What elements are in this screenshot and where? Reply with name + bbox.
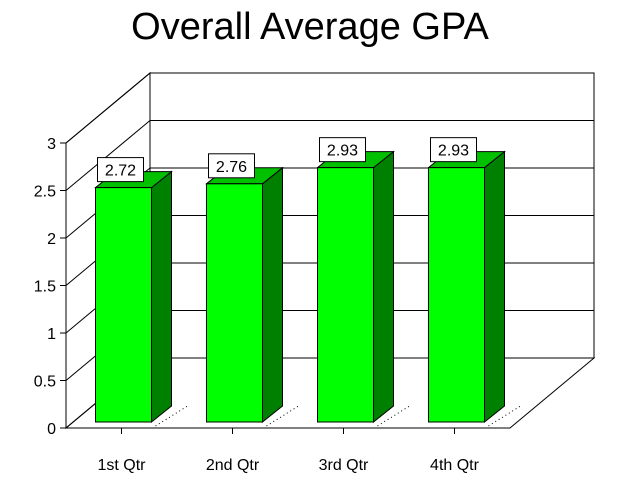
- data-label-box: [208, 153, 255, 179]
- y-tick-label: 0: [47, 421, 56, 438]
- bar-front: [317, 167, 374, 423]
- bar: 2.72: [94, 157, 188, 427]
- bar-side: [262, 166, 283, 424]
- x-tick-label: 2nd Qtr: [206, 457, 260, 474]
- data-label-box: [319, 137, 366, 163]
- bar-side: [373, 150, 394, 424]
- x-axis: 1st Qtr 2nd Qtr 3rd Qtr 4th Qtr: [97, 428, 480, 474]
- bar-side: [151, 170, 172, 424]
- bar-front: [95, 187, 152, 423]
- y-tick-label: 2: [47, 231, 56, 248]
- bar: 2.76: [205, 153, 299, 427]
- bar: 2.93: [316, 137, 410, 427]
- y-tick-label: 0.5: [34, 374, 56, 391]
- bars: 2.72 2.76 2.93 2.93: [94, 137, 521, 427]
- data-label: 2.72: [105, 163, 136, 180]
- data-label: 2.93: [438, 143, 469, 160]
- chart-title: Overall Average GPA: [131, 6, 489, 48]
- x-tick-label: 4th Qtr: [430, 457, 480, 474]
- x-tick-label: 3rd Qtr: [319, 457, 369, 474]
- data-label: 2.76: [216, 159, 247, 176]
- data-label: 2.93: [327, 143, 358, 160]
- y-tick-label: 1: [47, 326, 56, 343]
- data-label-box: [97, 157, 144, 183]
- bar-side: [484, 150, 505, 424]
- y-tick-label: 3: [47, 136, 56, 153]
- gridline-side: [65, 72, 151, 144]
- y-tick-label: 2.5: [34, 184, 56, 201]
- y-tick-label: 1.5: [34, 279, 56, 296]
- x-tick-label: 1st Qtr: [97, 457, 146, 474]
- data-label-box: [430, 137, 477, 163]
- bar: 2.93: [427, 137, 521, 427]
- bar-front: [206, 183, 263, 423]
- gridline-side: [65, 120, 151, 191]
- bar-front: [428, 167, 485, 423]
- y-axis: 0 0.5 1 1.5 2 2.5 3: [34, 136, 67, 438]
